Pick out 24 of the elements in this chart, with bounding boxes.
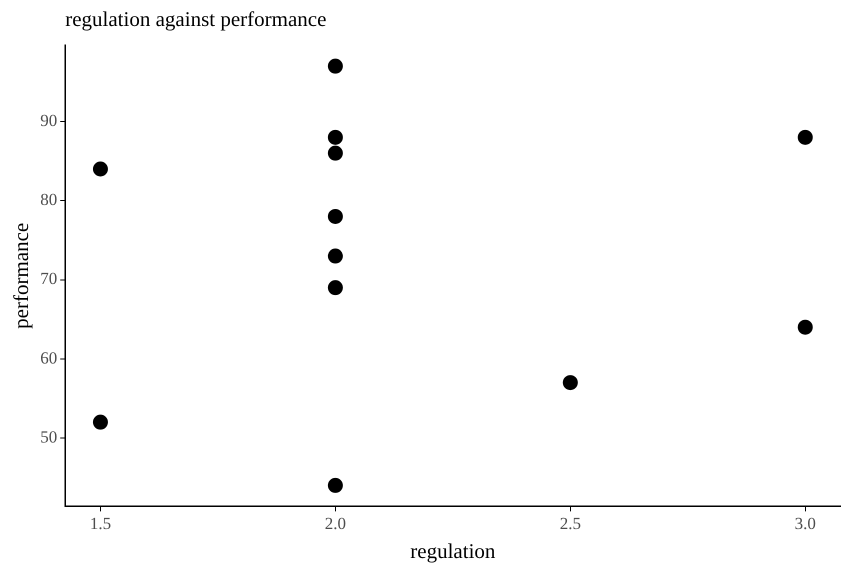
y-tick-label: 80 (40, 190, 58, 210)
point (92, 162, 108, 177)
y-axis-title: performance (9, 222, 34, 329)
x-axis-title: regulation (410, 538, 496, 563)
point (328, 478, 343, 493)
point (328, 208, 343, 224)
y-tick-label: 90 (40, 111, 58, 130)
x-tick-label: 3.0 (794, 514, 816, 534)
x-tick-label: 2.5 (560, 514, 581, 534)
chart-title: regulation against performance (65, 7, 326, 32)
point (328, 146, 343, 161)
point (328, 280, 343, 296)
point (798, 130, 813, 145)
point (328, 58, 343, 74)
x-tick-label: 2.0 (324, 514, 346, 534)
point (328, 248, 343, 264)
point (798, 320, 813, 335)
y-tick-label: 60 (40, 348, 58, 368)
point (92, 414, 108, 430)
y-tick-label: 50 (40, 427, 58, 446)
y-tick-label: 70 (40, 269, 58, 288)
point (562, 375, 578, 390)
point (328, 130, 343, 145)
x-tick-label: 1.5 (90, 514, 112, 534)
